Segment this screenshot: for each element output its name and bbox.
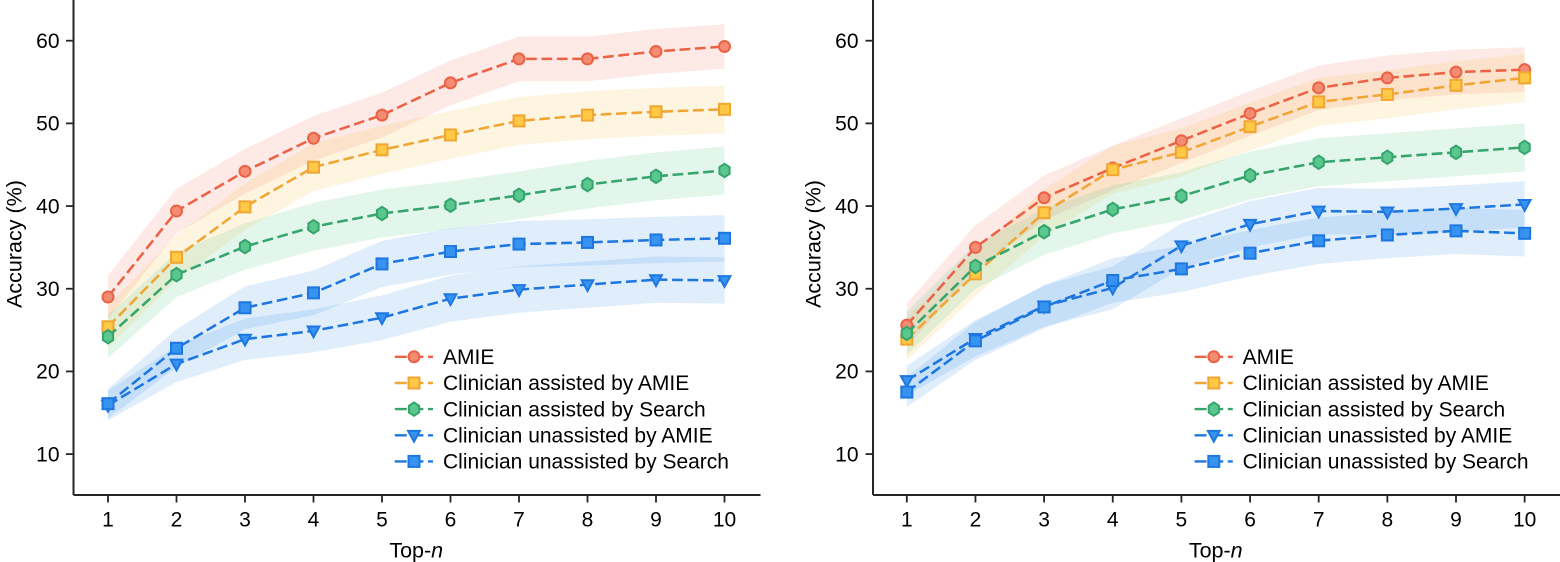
svg-text:10: 10	[36, 443, 59, 466]
svg-text:Clinician assisted by Search: Clinician assisted by Search	[1243, 398, 1506, 421]
svg-text:Top-n: Top-n	[1189, 539, 1243, 562]
svg-text:Clinician assisted by AMIE: Clinician assisted by AMIE	[443, 372, 689, 395]
svg-text:Clinician assisted by AMIE: Clinician assisted by AMIE	[1243, 372, 1489, 395]
svg-text:50: 50	[36, 113, 59, 136]
svg-text:40: 40	[36, 195, 59, 218]
svg-text:4: 4	[308, 509, 320, 532]
svg-text:30: 30	[36, 278, 59, 301]
svg-text:8: 8	[1382, 509, 1394, 532]
svg-text:Clinician unassisted by Search: Clinician unassisted by Search	[1243, 451, 1529, 474]
svg-text:2: 2	[171, 509, 183, 532]
svg-text:9: 9	[1450, 509, 1462, 532]
svg-text:5: 5	[376, 509, 388, 532]
svg-text:6: 6	[445, 509, 457, 532]
svg-text:Accuracy (%): Accuracy (%)	[802, 180, 826, 308]
svg-text:7: 7	[513, 509, 525, 532]
svg-text:9: 9	[650, 509, 662, 532]
svg-text:2: 2	[970, 509, 982, 532]
svg-text:10: 10	[1513, 509, 1536, 532]
svg-text:Clinician assisted by Search: Clinician assisted by Search	[443, 398, 706, 421]
svg-text:Clinician unassisted by Search: Clinician unassisted by Search	[443, 451, 729, 474]
svg-text:6: 6	[1244, 509, 1256, 532]
svg-text:Clinician unassisted by AMIE: Clinician unassisted by AMIE	[1243, 425, 1513, 448]
svg-text:AMIE: AMIE	[443, 346, 494, 369]
svg-text:5: 5	[1176, 509, 1188, 532]
svg-text:3: 3	[239, 509, 251, 532]
svg-text:3: 3	[1038, 509, 1050, 532]
svg-text:10: 10	[713, 509, 736, 532]
svg-text:Accuracy (%): Accuracy (%)	[3, 180, 27, 308]
svg-text:10: 10	[835, 443, 858, 466]
svg-text:40: 40	[835, 195, 858, 218]
svg-text:8: 8	[582, 509, 594, 532]
svg-text:Top-n: Top-n	[389, 539, 443, 562]
svg-text:60: 60	[36, 30, 59, 53]
svg-text:20: 20	[835, 361, 858, 384]
svg-text:60: 60	[835, 30, 858, 53]
svg-text:30: 30	[835, 278, 858, 301]
svg-text:1: 1	[102, 509, 114, 532]
svg-text:4: 4	[1107, 509, 1119, 532]
svg-text:AMIE: AMIE	[1243, 346, 1294, 369]
svg-text:20: 20	[36, 361, 59, 384]
svg-text:1: 1	[901, 509, 913, 532]
svg-text:Clinician unassisted by AMIE: Clinician unassisted by AMIE	[443, 425, 713, 448]
svg-text:7: 7	[1313, 509, 1325, 532]
svg-text:50: 50	[835, 113, 858, 136]
